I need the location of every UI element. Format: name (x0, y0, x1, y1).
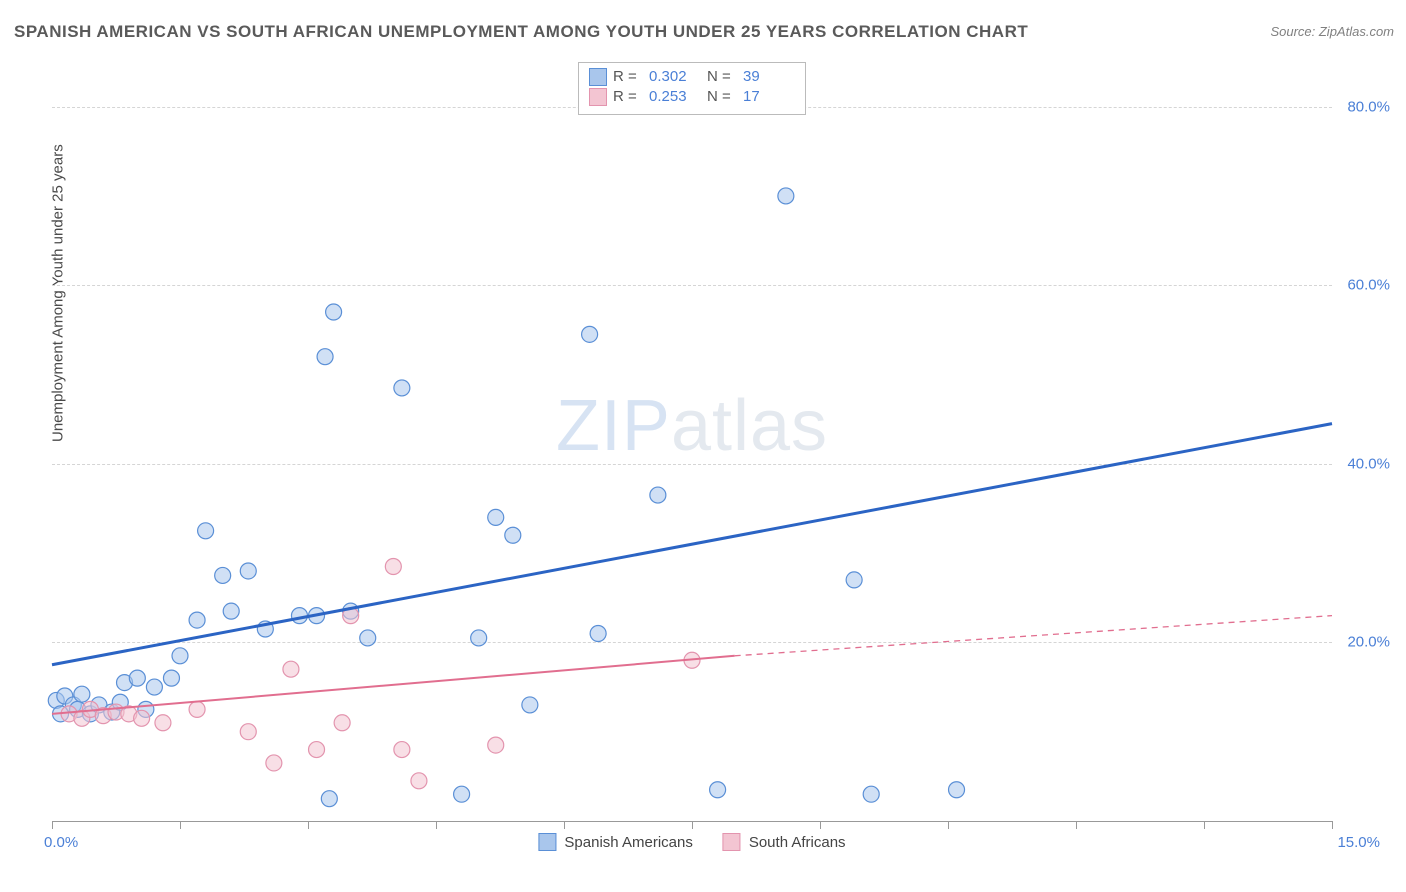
series-legend: Spanish Americans South Africans (538, 833, 845, 851)
data-point-spanish (505, 527, 521, 543)
data-point-spanish (198, 523, 214, 539)
data-point-south_african (394, 742, 410, 758)
data-point-spanish (321, 791, 337, 807)
y-tick-label: 40.0% (1347, 455, 1390, 472)
data-point-spanish (582, 326, 598, 342)
data-point-south_african (488, 737, 504, 753)
data-point-spanish (454, 786, 470, 802)
data-point-south_african (411, 773, 427, 789)
y-tick-label: 80.0% (1347, 98, 1390, 115)
plot-area: Unemployment Among Youth under 25 years … (52, 62, 1332, 822)
legend-swatch-spanish (538, 833, 556, 851)
legend-label: Spanish Americans (564, 834, 692, 851)
data-point-spanish (650, 487, 666, 503)
data-point-spanish (778, 188, 794, 204)
x-tick (948, 821, 949, 829)
data-point-spanish (326, 304, 342, 320)
x-tick (308, 821, 309, 829)
x-tick (820, 821, 821, 829)
x-tick (1204, 821, 1205, 829)
data-point-spanish (74, 686, 90, 702)
data-point-spanish (471, 630, 487, 646)
data-point-spanish (949, 782, 965, 798)
data-point-south_african (189, 701, 205, 717)
data-point-spanish (360, 630, 376, 646)
x-axis-max-label: 15.0% (1337, 834, 1380, 851)
data-point-spanish (590, 625, 606, 641)
chart-svg (52, 62, 1332, 821)
x-tick (180, 821, 181, 829)
data-point-spanish (223, 603, 239, 619)
legend-item-south_african: South Africans (723, 833, 846, 851)
data-point-spanish (146, 679, 162, 695)
data-point-spanish (172, 648, 188, 664)
data-point-south_african (266, 755, 282, 771)
data-point-south_african (334, 715, 350, 731)
legend-item-spanish: Spanish Americans (538, 833, 692, 851)
data-point-spanish (710, 782, 726, 798)
x-tick (564, 821, 565, 829)
data-point-spanish (846, 572, 862, 588)
data-point-spanish (863, 786, 879, 802)
data-point-spanish (189, 612, 205, 628)
y-tick-label: 20.0% (1347, 634, 1390, 651)
data-point-south_african (283, 661, 299, 677)
data-point-south_african (309, 742, 325, 758)
data-point-spanish (522, 697, 538, 713)
x-tick (692, 821, 693, 829)
x-tick (52, 821, 53, 829)
data-point-south_african (155, 715, 171, 731)
data-point-south_african (134, 710, 150, 726)
data-point-spanish (394, 380, 410, 396)
x-tick (1076, 821, 1077, 829)
x-tick (1332, 821, 1333, 829)
chart-title: SPANISH AMERICAN VS SOUTH AFRICAN UNEMPL… (14, 22, 1028, 42)
data-point-spanish (317, 349, 333, 365)
trendline-extrapolated-south_african (735, 616, 1332, 656)
y-tick-label: 60.0% (1347, 277, 1390, 294)
data-point-spanish (129, 670, 145, 686)
x-axis-min-label: 0.0% (44, 834, 78, 851)
source-label: Source: ZipAtlas.com (1270, 24, 1394, 39)
data-point-spanish (240, 563, 256, 579)
trendline-spanish (52, 424, 1332, 665)
x-tick (436, 821, 437, 829)
data-point-spanish (215, 567, 231, 583)
data-point-south_african (240, 724, 256, 740)
legend-swatch-south_african (723, 833, 741, 851)
legend-label: South Africans (749, 834, 846, 851)
data-point-south_african (385, 559, 401, 575)
data-point-spanish (163, 670, 179, 686)
data-point-spanish (488, 509, 504, 525)
